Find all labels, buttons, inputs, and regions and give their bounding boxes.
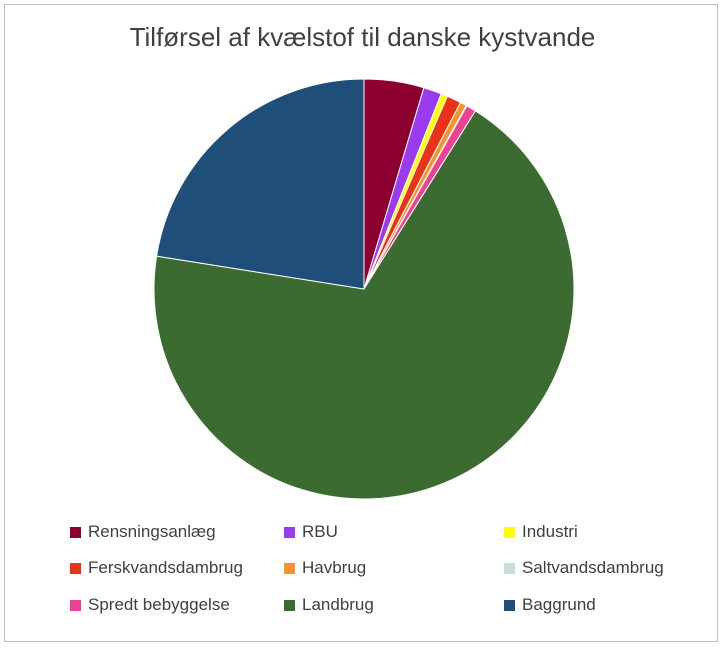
legend-swatch <box>70 562 81 574</box>
legend-label: Spredt bebyggelse <box>88 595 230 614</box>
legend-item-rensningsanl-g: Rensningsanlæg <box>70 522 216 542</box>
legend-item-rbu: RBU <box>284 522 338 542</box>
legend-label: Rensningsanlæg <box>88 522 216 541</box>
legend-item-ferskvandsdambrug: Ferskvandsdambrug <box>70 558 243 578</box>
legend-swatch <box>284 526 295 538</box>
legend-swatch <box>284 562 295 574</box>
legend-item-havbrug: Havbrug <box>284 558 366 578</box>
legend-label: RBU <box>302 522 338 541</box>
pie-slice-baggrund <box>156 78 365 290</box>
legend-swatch <box>504 599 515 611</box>
legend-label: Baggrund <box>522 595 596 614</box>
legend-label: Ferskvandsdambrug <box>88 558 243 577</box>
legend-swatch <box>284 599 295 611</box>
legend-swatch <box>504 526 515 538</box>
legend-item-industri: Industri <box>504 522 578 542</box>
legend-label: Industri <box>522 522 578 541</box>
legend-item-baggrund: Baggrund <box>504 595 596 615</box>
legend-item-saltvandsdambrug: Saltvandsdambrug <box>504 558 664 578</box>
pie-slice-landbrug <box>153 110 575 500</box>
legend-item-spredt-bebyggelse: Spredt bebyggelse <box>70 595 230 615</box>
legend-label: Landbrug <box>302 595 374 614</box>
chart-title: Tilførsel af kvælstof til danske kystvan… <box>129 22 596 52</box>
legend-swatch <box>70 526 81 538</box>
legend-swatch <box>504 562 515 574</box>
legend-swatch <box>70 599 81 611</box>
legend-label: Saltvandsdambrug <box>522 558 664 577</box>
pie-chart <box>153 78 575 500</box>
legend-label: Havbrug <box>302 558 367 577</box>
legend-item-landbrug: Landbrug <box>284 595 374 615</box>
